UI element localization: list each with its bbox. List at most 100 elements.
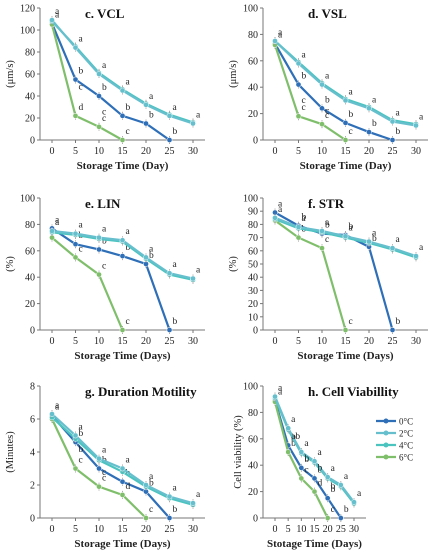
significance-label: b: [79, 429, 84, 439]
y-axis-title: (μm/s): [5, 60, 16, 88]
y-tick-label: 0: [30, 136, 35, 147]
legend-label: 0°C: [399, 417, 413, 427]
y-tick-label: 80: [25, 220, 35, 231]
y-tick-label: 120: [20, 4, 35, 15]
legend-swatch-marker: [383, 454, 389, 460]
significance-label: c: [325, 235, 329, 245]
x-axis-title: Storage Time (Days): [74, 538, 170, 550]
x-tick-label: 30: [411, 146, 421, 157]
significance-label: c: [102, 114, 106, 124]
significance-label: a: [126, 227, 131, 237]
data-point: [96, 455, 102, 462]
y-tick-label: 2: [30, 481, 35, 492]
significance-label: a: [196, 111, 201, 121]
data-point: [96, 71, 102, 77]
x-tick-label: 10: [317, 336, 327, 347]
significance-label: a: [55, 7, 60, 17]
x-tick-label: 5: [296, 146, 301, 157]
significance-label: c: [149, 505, 153, 515]
y-tick-label: 60: [248, 56, 258, 67]
legend-swatch-marker: [383, 418, 389, 424]
significance-label: a: [344, 472, 349, 482]
significance-label: a: [318, 448, 323, 458]
y-tick-label: 100: [20, 194, 35, 205]
x-tick-label: 25: [388, 336, 398, 347]
x-tick-label: 0: [273, 524, 278, 535]
significance-label: a: [173, 103, 178, 113]
chart-title: d. VSL: [308, 6, 347, 21]
significance-label: a: [302, 50, 307, 60]
significance-label: a: [349, 87, 354, 97]
data-point: [366, 129, 372, 135]
significance-label: a: [55, 215, 60, 225]
y-tick-label: 80: [248, 220, 258, 231]
x-tick-label: 5: [73, 524, 78, 535]
data-point: [324, 474, 331, 480]
chart-title: c. VCL: [85, 6, 125, 21]
significance-label: c: [302, 96, 306, 106]
chart-panel-4: 0 10 20 30 40 50 60 70 80 90 100 0 5 10 15 20 25 30 Storag…: [228, 194, 428, 362]
y-tick-label: 6: [30, 415, 35, 426]
y-tick-label: 4: [30, 448, 35, 459]
data-point: [119, 253, 126, 259]
x-tick-label: 10: [94, 336, 104, 347]
significance-label: a: [196, 490, 201, 500]
significance-label: c: [349, 317, 353, 327]
y-tick-label: 90: [248, 207, 258, 218]
data-point: [295, 224, 302, 230]
data-point: [119, 327, 126, 333]
data-point: [285, 425, 292, 432]
legend: 0°C 2°C 4°C 6°C: [376, 417, 413, 463]
significance-label: a: [278, 200, 283, 210]
significance-label: a: [349, 223, 354, 233]
data-point: [342, 233, 349, 240]
y-tick-label: 100: [243, 194, 258, 205]
data-point: [72, 230, 79, 237]
x-tick-label: 30: [188, 336, 198, 347]
significance-label: b: [149, 111, 154, 121]
x-tick-label: 15: [118, 524, 128, 535]
data-point: [272, 214, 278, 221]
x-tick-label: 15: [341, 336, 351, 347]
data-point: [351, 499, 357, 506]
x-tick-label: 0: [50, 336, 55, 347]
significance-label: a: [419, 243, 424, 253]
significance-label: d: [126, 482, 131, 492]
y-tick-label: 10: [248, 312, 258, 323]
y-tick-label: 40: [25, 92, 35, 103]
series-6C: b c c: [272, 216, 353, 334]
significance-label: b: [79, 445, 84, 455]
significance-label: a: [372, 95, 377, 105]
chart-panel-1: 0 20 40 60 80 100 120 0 5 10 15 20 25 30 Storage Time …: [5, 4, 205, 172]
significance-label: a: [149, 92, 154, 102]
data-point: [190, 275, 196, 282]
data-point: [119, 492, 126, 498]
x-tick-label: 20: [364, 146, 374, 157]
legend-label: 6°C: [399, 453, 413, 463]
data-point: [319, 81, 325, 88]
significance-label: b: [304, 454, 309, 464]
x-tick-label: 5: [286, 524, 291, 535]
chart-title: e. LIN: [85, 196, 121, 211]
significance-label: a: [278, 205, 283, 215]
significance-label: b: [302, 213, 307, 223]
y-tick-label: 0: [253, 326, 258, 337]
data-point: [143, 515, 149, 521]
chart-panel-3: 0 20 40 60 80 100 0 5 10 15 20 25 30 Storage Time (Da…: [5, 194, 205, 362]
data-point: [72, 254, 79, 261]
data-point: [311, 475, 318, 482]
data-point: [49, 228, 55, 234]
data-point: [72, 465, 79, 472]
y-tick-label: 20: [248, 487, 258, 498]
y-tick-label: 80: [25, 48, 35, 59]
significance-label: c: [331, 505, 335, 515]
x-tick-label: 20: [141, 336, 151, 347]
x-tick-label: 30: [188, 146, 198, 157]
data-point: [190, 500, 196, 506]
significance-label: a: [278, 31, 283, 41]
